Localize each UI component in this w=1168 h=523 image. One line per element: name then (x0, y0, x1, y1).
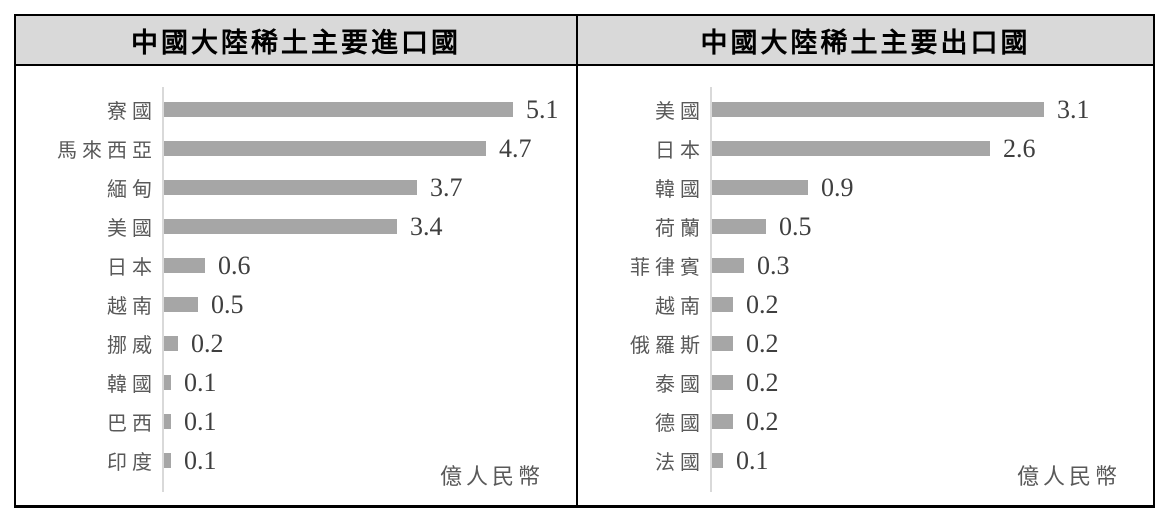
value-label: 0.2 (191, 328, 224, 358)
chart-row: 巴西 0.1 (16, 402, 576, 441)
bar (164, 336, 178, 351)
category-label: 越南 (107, 296, 157, 318)
bar (712, 336, 733, 351)
bar (712, 375, 733, 390)
category-label: 法國 (655, 452, 705, 474)
export-chart-panel: 美國 3.1 日本 2.6 韓國 0.9 荷蘭 0.5 菲律賓 0.3 越南 0.2 俄羅斯 0.2 泰國 0… (578, 66, 1153, 505)
category-label: 越南 (655, 296, 705, 318)
chart-row: 日本 0.6 (16, 246, 576, 285)
category-label: 日本 (655, 140, 705, 162)
chart-row: 菲律賓 0.3 (578, 246, 1153, 285)
chart-rows: 美國 3.1 日本 2.6 韓國 0.9 荷蘭 0.5 菲律賓 0.3 越南 0.2 俄羅斯 0.2 泰國 0… (578, 66, 1153, 480)
category-label: 菲律賓 (630, 257, 705, 279)
value-label: 0.6 (218, 250, 251, 280)
category-label: 俄羅斯 (630, 335, 705, 357)
category-label: 德國 (655, 413, 705, 435)
bar (712, 180, 808, 195)
chart-row: 印度 0.1 (16, 441, 576, 480)
chart-row: 荷蘭 0.5 (578, 207, 1153, 246)
bar (712, 258, 744, 273)
import-chart-title: 中國大陸稀土主要進口國 (16, 16, 578, 64)
axis-line (710, 87, 712, 492)
value-label: 0.5 (779, 211, 812, 241)
category-label: 美國 (107, 218, 157, 240)
import-chart-panel: 寮國 5.1 馬來西亞 4.7 緬甸 3.7 美國 3.4 日本 0.6 越南 0.5 挪威 0.2 韓國 0… (16, 66, 578, 505)
chart-body: 寮國 5.1 馬來西亞 4.7 緬甸 3.7 美國 3.4 日本 0.6 越南 0.5 挪威 0.2 韓國 0… (16, 66, 1153, 505)
chart-row: 越南 0.5 (16, 285, 576, 324)
category-label: 馬來西亞 (57, 140, 157, 162)
bar (712, 219, 766, 234)
bar (164, 258, 205, 273)
category-label: 韓國 (655, 179, 705, 201)
chart-row: 緬甸 3.7 (16, 168, 576, 207)
axis-line (162, 87, 164, 492)
value-label: 0.1 (184, 406, 217, 436)
chart-row: 日本 2.6 (578, 129, 1153, 168)
value-label: 0.1 (184, 445, 217, 475)
category-label: 美國 (655, 101, 705, 123)
value-label: 0.3 (757, 250, 790, 280)
chart-row: 挪威 0.2 (16, 324, 576, 363)
bar (164, 180, 417, 195)
bar (164, 141, 486, 156)
bar (712, 453, 723, 468)
category-label: 緬甸 (107, 179, 157, 201)
bar (164, 414, 171, 429)
bar (712, 414, 733, 429)
value-label: 0.2 (746, 328, 779, 358)
value-label: 0.2 (746, 406, 779, 436)
bar (712, 141, 990, 156)
category-label: 寮國 (107, 101, 157, 123)
bar (164, 102, 513, 117)
category-label: 韓國 (107, 374, 157, 396)
value-label: 3.4 (410, 211, 443, 241)
chart-row: 馬來西亞 4.7 (16, 129, 576, 168)
bar (164, 219, 397, 234)
bar (164, 453, 171, 468)
chart-row: 韓國 0.9 (578, 168, 1153, 207)
category-label: 泰國 (655, 374, 705, 396)
chart-table-frame: 中國大陸稀土主要進口國 中國大陸稀土主要出口國 寮國 5.1 馬來西亞 4.7 緬甸 3.… (14, 14, 1155, 508)
chart-row: 美國 3.4 (16, 207, 576, 246)
chart-row: 法國 0.1 (578, 441, 1153, 480)
unit-label: 億人民幣 (1016, 464, 1121, 489)
category-label: 印度 (107, 452, 157, 474)
chart-row: 美國 3.1 (578, 90, 1153, 129)
value-label: 0.5 (211, 289, 244, 319)
value-label: 0.9 (821, 172, 854, 202)
value-label: 0.1 (184, 367, 217, 397)
bar (712, 297, 733, 312)
bar (712, 102, 1044, 117)
header-row: 中國大陸稀土主要進口國 中國大陸稀土主要出口國 (16, 16, 1153, 66)
chart-row: 寮國 5.1 (16, 90, 576, 129)
value-label: 0.2 (746, 289, 779, 319)
value-label: 0.1 (736, 445, 769, 475)
chart-row: 俄羅斯 0.2 (578, 324, 1153, 363)
value-label: 0.2 (746, 367, 779, 397)
value-label: 2.6 (1003, 133, 1036, 163)
bar (164, 297, 198, 312)
unit-label: 億人民幣 (439, 464, 544, 489)
category-label: 巴西 (107, 413, 157, 435)
value-label: 3.1 (1057, 94, 1090, 124)
category-label: 挪威 (107, 335, 157, 357)
export-chart-title: 中國大陸稀土主要出口國 (700, 27, 1031, 58)
category-label: 荷蘭 (655, 218, 705, 240)
bar (164, 375, 171, 390)
chart-rows: 寮國 5.1 馬來西亞 4.7 緬甸 3.7 美國 3.4 日本 0.6 越南 0.5 挪威 0.2 韓國 0… (16, 66, 576, 480)
chart-row: 越南 0.2 (578, 285, 1153, 324)
chart-row: 德國 0.2 (578, 402, 1153, 441)
category-label: 日本 (107, 257, 157, 279)
value-label: 5.1 (526, 94, 559, 124)
chart-row: 韓國 0.1 (16, 363, 576, 402)
value-label: 3.7 (430, 172, 463, 202)
value-label: 4.7 (499, 133, 532, 163)
chart-row: 泰國 0.2 (578, 363, 1153, 402)
